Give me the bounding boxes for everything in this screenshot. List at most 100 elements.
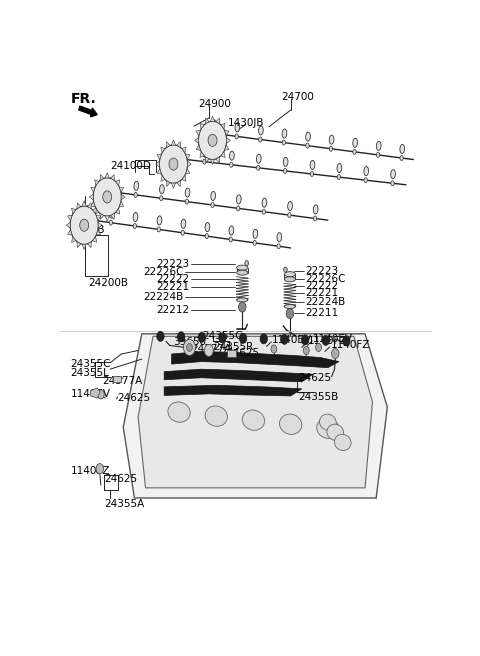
Ellipse shape [337, 163, 342, 173]
Polygon shape [221, 152, 225, 157]
Polygon shape [100, 213, 104, 219]
Ellipse shape [134, 181, 139, 190]
Circle shape [204, 344, 213, 357]
Ellipse shape [310, 171, 313, 176]
Ellipse shape [282, 140, 286, 145]
Ellipse shape [391, 170, 396, 178]
Circle shape [219, 333, 226, 343]
Polygon shape [195, 138, 199, 143]
Text: 24355R: 24355R [214, 342, 254, 352]
Polygon shape [93, 208, 97, 214]
Text: 24625: 24625 [298, 373, 331, 383]
Polygon shape [68, 215, 72, 220]
Ellipse shape [400, 144, 405, 154]
Text: 22226C: 22226C [305, 274, 346, 284]
Ellipse shape [317, 418, 339, 438]
Ellipse shape [313, 205, 318, 214]
Ellipse shape [109, 209, 114, 218]
Polygon shape [96, 215, 101, 220]
Text: 24625: 24625 [118, 393, 151, 403]
Ellipse shape [259, 137, 262, 142]
Ellipse shape [283, 169, 287, 173]
Ellipse shape [181, 219, 186, 228]
Polygon shape [111, 213, 115, 219]
Ellipse shape [353, 150, 356, 154]
Ellipse shape [282, 129, 287, 138]
Polygon shape [164, 369, 313, 382]
Polygon shape [72, 237, 76, 242]
Ellipse shape [237, 195, 241, 204]
Polygon shape [105, 173, 109, 178]
Ellipse shape [364, 178, 367, 182]
Text: 22221: 22221 [305, 289, 339, 298]
Text: 24355A: 24355A [104, 499, 144, 509]
Ellipse shape [205, 234, 208, 239]
Ellipse shape [256, 154, 261, 163]
Ellipse shape [159, 185, 164, 194]
Circle shape [271, 345, 277, 353]
Ellipse shape [212, 131, 215, 136]
Polygon shape [95, 209, 99, 214]
Ellipse shape [211, 192, 216, 201]
Ellipse shape [284, 304, 296, 308]
Text: 22222: 22222 [305, 281, 339, 291]
Polygon shape [196, 145, 201, 150]
Text: 22223: 22223 [156, 259, 190, 269]
Polygon shape [186, 169, 190, 174]
Circle shape [284, 267, 288, 272]
Text: 24355C: 24355C [71, 359, 111, 369]
Circle shape [186, 343, 192, 352]
Ellipse shape [376, 152, 380, 157]
Polygon shape [225, 145, 229, 150]
Polygon shape [205, 157, 209, 163]
Text: 22223: 22223 [305, 266, 339, 276]
Text: 1140EV: 1140EV [272, 335, 312, 345]
Ellipse shape [256, 165, 260, 171]
Polygon shape [72, 208, 76, 214]
Ellipse shape [391, 181, 394, 186]
Polygon shape [95, 180, 99, 186]
Ellipse shape [262, 209, 265, 215]
Text: 24377A: 24377A [102, 376, 142, 386]
Circle shape [159, 145, 188, 183]
Circle shape [93, 178, 121, 216]
Polygon shape [91, 187, 95, 192]
Ellipse shape [277, 233, 282, 242]
Ellipse shape [176, 156, 179, 161]
Ellipse shape [211, 203, 214, 207]
Text: FR.: FR. [71, 92, 96, 106]
Polygon shape [186, 154, 190, 159]
Polygon shape [157, 154, 161, 159]
Circle shape [198, 121, 227, 159]
Polygon shape [105, 216, 109, 221]
Polygon shape [96, 230, 101, 235]
Polygon shape [164, 385, 302, 396]
Polygon shape [98, 222, 102, 228]
Text: 24100D: 24100D [110, 161, 151, 171]
Text: 24625: 24625 [105, 474, 138, 483]
Ellipse shape [185, 188, 190, 197]
FancyArrow shape [79, 106, 97, 117]
Ellipse shape [229, 151, 234, 160]
Text: 24355B: 24355B [298, 392, 338, 402]
Circle shape [96, 464, 104, 474]
Ellipse shape [279, 414, 302, 434]
Polygon shape [89, 194, 93, 200]
Ellipse shape [176, 145, 180, 154]
Ellipse shape [253, 230, 258, 238]
Circle shape [239, 302, 246, 312]
Polygon shape [87, 241, 92, 247]
Polygon shape [77, 241, 81, 247]
Ellipse shape [253, 240, 256, 245]
Ellipse shape [109, 220, 112, 225]
Text: 22222: 22222 [156, 274, 190, 284]
Ellipse shape [262, 198, 267, 207]
Ellipse shape [306, 132, 311, 141]
Ellipse shape [327, 424, 344, 440]
Ellipse shape [157, 216, 162, 225]
Text: 24377A: 24377A [192, 344, 231, 354]
Ellipse shape [134, 192, 137, 197]
Polygon shape [116, 180, 120, 186]
Polygon shape [225, 131, 229, 136]
Polygon shape [182, 175, 186, 181]
